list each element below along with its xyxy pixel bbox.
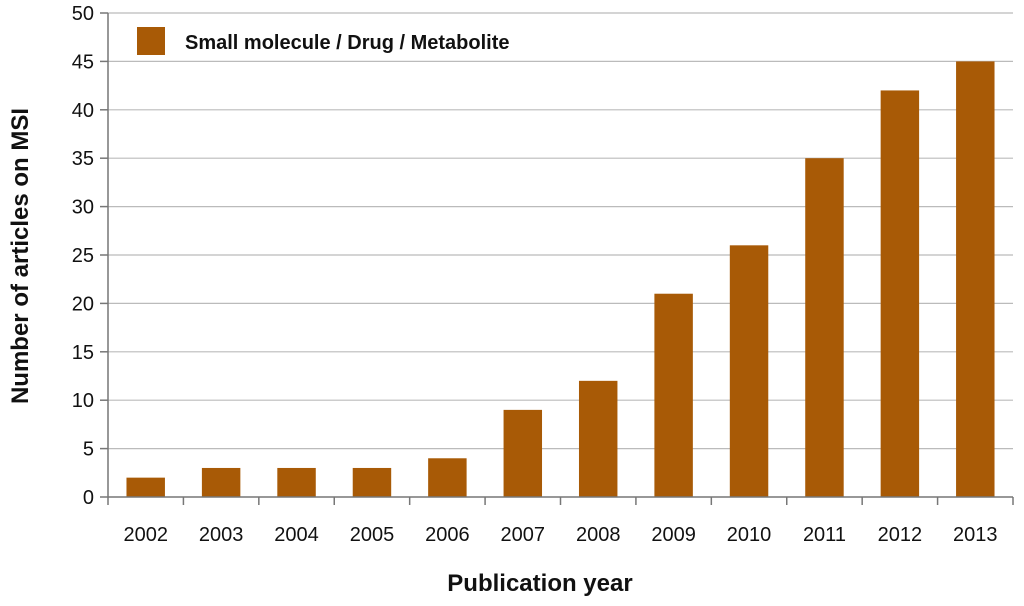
y-tick-label: 25 [72, 245, 94, 267]
y-tick-label: 5 [83, 439, 94, 461]
bar-2008 [578, 380, 618, 497]
bar-2004 [277, 467, 316, 497]
x-tick-labels: 2002 2003 2004 2005 2006 2007 2008 2009 2010 2011… [123, 524, 997, 546]
bar-2003 [201, 467, 241, 497]
x-tick-label: 2012 [878, 524, 923, 546]
y-tick-label: 45 [72, 51, 94, 73]
legend-swatch [137, 27, 165, 55]
y-tick-label: 10 [72, 390, 94, 412]
bar-2012 [880, 90, 920, 497]
gridlines [108, 12, 1013, 450]
y-tick-label: 35 [72, 148, 94, 170]
bar-2005 [352, 467, 392, 497]
x-tick-label: 2005 [350, 524, 395, 546]
bar-2007 [503, 409, 543, 497]
y-tick-label: 40 [72, 100, 94, 122]
bar-2011 [805, 158, 844, 497]
bar-2002 [126, 477, 165, 497]
legend-label: Small molecule / Drug / Metabolite [185, 32, 510, 54]
bar-2009 [654, 293, 693, 497]
y-tick-label: 15 [72, 342, 94, 364]
x-tick-label: 2011 [803, 524, 846, 546]
y-tick-labels: 0 5 10 15 20 25 30 35 40 45 50 [72, 3, 94, 509]
x-tick-label: 2007 [501, 524, 546, 546]
x-axis-title: Publication year [447, 570, 632, 597]
bars [126, 61, 995, 498]
y-axis-title: Number of articles on MSI [7, 108, 34, 404]
x-tick-label: 2002 [123, 524, 168, 546]
y-tick-label: 30 [72, 197, 94, 219]
y-tick-label: 20 [72, 293, 94, 315]
x-tick-label: 2003 [199, 524, 244, 546]
x-tick-label: 2006 [425, 524, 470, 546]
bar-2013 [956, 61, 995, 498]
axes [100, 12, 1014, 505]
bar-2010 [729, 245, 769, 497]
x-tick-label: 2010 [727, 524, 772, 546]
bar-2006 [428, 458, 467, 497]
x-tick-label: 2009 [651, 524, 696, 546]
y-tick-label: 0 [83, 487, 94, 509]
legend: Small molecule / Drug / Metabolite [137, 27, 510, 55]
y-tick-label: 50 [72, 3, 94, 25]
x-tick-label: 2013 [953, 524, 998, 546]
x-tick-label: 2008 [576, 524, 621, 546]
x-tick-label: 2004 [274, 524, 319, 546]
